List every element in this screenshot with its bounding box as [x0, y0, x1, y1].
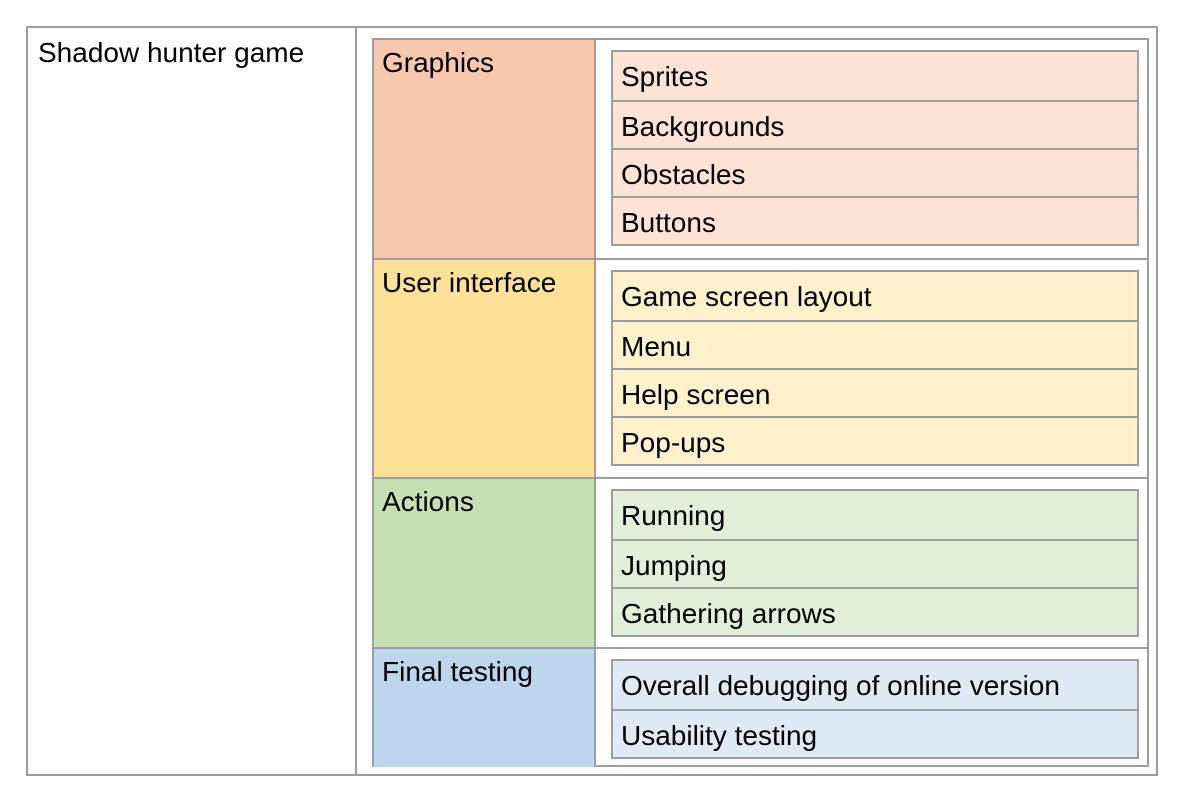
category-graphics: Graphics — [374, 40, 596, 258]
subtask-sprites: Sprites — [621, 61, 709, 92]
subtask-list-graphics: Sprites Backgrounds Obstacles Buttons — [611, 50, 1139, 246]
category-user-interface: User interface — [374, 260, 596, 479]
subtask-gathering-arrows: Gathering arrows — [613, 587, 1137, 635]
category-row-user-interface: User interface Game screen layout Menu H… — [374, 258, 1147, 479]
subtask-backgrounds: Backgrounds — [613, 100, 1137, 148]
category-final-testing: Final testing — [374, 649, 596, 767]
outer-table: Shadow hunter game Graphics Sprites Back… — [26, 26, 1158, 776]
subtask-list-final-testing: Overall debugging of online version Usab… — [611, 659, 1139, 759]
category-row-final-testing: Final testing Overall debugging of onlin… — [374, 647, 1147, 767]
subtask-running: Running — [621, 500, 726, 531]
root-node: Shadow hunter game — [38, 37, 305, 68]
subtask-list-user-interface: Game screen layout Menu Help screen Pop-… — [611, 270, 1139, 466]
subtask-overall-debugging: Overall debugging of online version — [621, 670, 1060, 701]
subtask-jumping: Jumping — [613, 539, 1137, 587]
subtask-game-screen-layout: Game screen layout — [621, 281, 872, 312]
category-row-graphics: Graphics Sprites Backgrounds Obstacles B… — [374, 40, 1147, 258]
category-actions: Actions — [374, 479, 596, 649]
subtask-help-screen: Help screen — [613, 368, 1137, 416]
subtask-pop-ups: Pop-ups — [613, 416, 1137, 464]
subtask-buttons: Buttons — [613, 196, 1137, 244]
subtask-usability-testing: Usability testing — [613, 709, 1137, 757]
subtask-list-actions: Running Jumping Gathering arrows — [611, 489, 1139, 637]
category-table: Graphics Sprites Backgrounds Obstacles B… — [372, 38, 1149, 767]
subtask-menu: Menu — [613, 320, 1137, 368]
subtask-obstacles: Obstacles — [613, 148, 1137, 196]
category-row-actions: Actions Running Jumping Gathering arrows — [374, 477, 1147, 649]
column-divider — [355, 28, 357, 774]
